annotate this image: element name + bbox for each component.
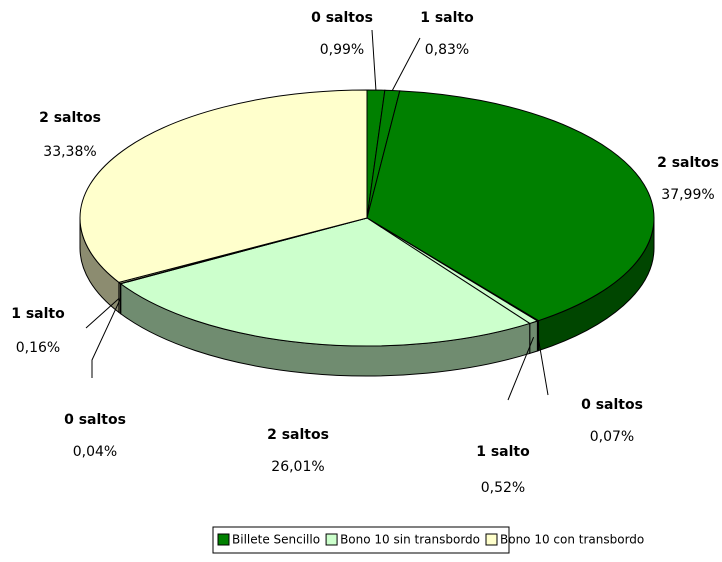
slice-name: 1 salto [476,444,530,460]
legend-label: Bono 10 con transbordo [500,533,644,547]
slice-name: 0 saltos [311,10,373,26]
slice-value: 0,07% [590,429,634,445]
slice-name: 0 saltos [581,397,643,413]
legend-label: Billete Sencillo [232,533,320,547]
slice-name: 2 saltos [267,427,329,443]
slice-value: 0,04% [73,444,117,460]
leader-line [372,30,376,90]
slice-name: 2 saltos [657,155,719,171]
legend-swatch [486,534,497,545]
leader-line [392,38,420,90]
slice-name: 0 saltos [64,412,126,428]
slice-name: 2 saltos [39,110,101,126]
slice-value: 0,52% [481,480,525,496]
slice-value: 0,16% [16,340,60,356]
slice-value: 26,01% [271,459,324,475]
slice-name: 1 salto [11,306,65,322]
slice-value: 37,99% [661,187,714,203]
slice-value: 0,83% [425,42,469,58]
slice-name: 1 salto [420,10,474,26]
slice-value: 33,38% [43,144,96,160]
leader-line [86,298,120,328]
pie-side [530,321,538,353]
legend-swatch [218,534,229,545]
slice-value: 0,99% [320,42,364,58]
legend-label: Bono 10 sin transbordo [340,533,480,547]
legend-swatch [326,534,337,545]
